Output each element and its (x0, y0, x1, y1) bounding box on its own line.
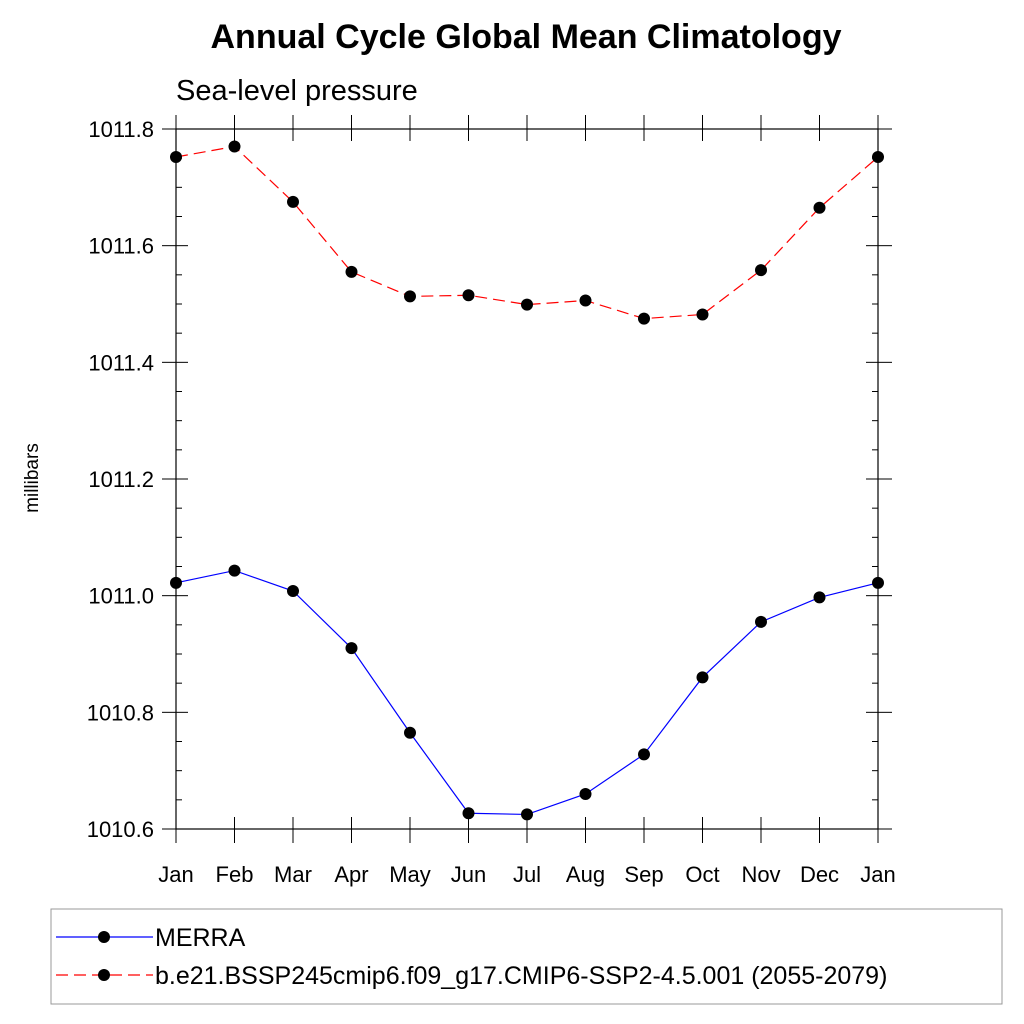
data-point (755, 264, 767, 277)
y-axis-label: millibars (22, 443, 43, 513)
data-point (813, 591, 826, 604)
chart-title: Annual Cycle Global Mean Climatology (211, 18, 842, 56)
series-cmip6-ssp245 (170, 140, 884, 325)
legend-items: MERRA b.e21.BSSP245cmip6.f09_g17.CMIP6-SS… (56, 924, 887, 990)
data-point (872, 576, 884, 589)
x-tick-label: Mar (274, 862, 312, 887)
series-layer (170, 140, 884, 821)
legend-label: MERRA (155, 924, 246, 952)
data-point (345, 265, 358, 278)
x-tick-label: Jan (158, 862, 193, 887)
data-point (228, 564, 241, 577)
x-tick-label: May (389, 862, 431, 887)
data-point (462, 807, 475, 820)
legend-marker (98, 931, 110, 943)
legend: MERRA b.e21.BSSP245cmip6.f09_g17.CMIP6-SS… (50, 908, 1003, 1005)
legend-marker (98, 969, 110, 981)
data-point (345, 642, 358, 655)
legend-label: b.e21.BSSP245cmip6.f09_g17.CMIP6-SSP2-4.… (155, 962, 887, 990)
data-point (228, 140, 241, 153)
data-point (813, 201, 826, 214)
x-tick-label: Sep (624, 862, 663, 887)
x-tick-labels: Jan Feb Mar Apr May Jun Jul Aug Sep Oct Nov Dec Jan (158, 862, 895, 887)
y-tick-label: 1010.6 (87, 817, 154, 842)
x-tick-label: Oct (685, 862, 719, 887)
x-tick-label: Feb (216, 862, 254, 887)
y-tick-label: 1011.6 (88, 234, 154, 259)
data-point (170, 576, 182, 589)
x-tick-label: Aug (566, 862, 605, 887)
x-tick-label: Dec (800, 862, 839, 887)
plot-frame (175, 128, 879, 830)
data-point (638, 748, 650, 761)
data-point (696, 671, 709, 684)
y-tick-label: 1010.8 (87, 700, 154, 725)
y-tick-label: 1011.8 (88, 117, 154, 142)
data-point (404, 290, 416, 303)
series-merra (170, 564, 884, 821)
data-point (287, 585, 299, 597)
data-point (579, 294, 592, 307)
data-point (696, 308, 709, 321)
data-point (638, 312, 650, 325)
data-point (755, 615, 767, 628)
y-tick-labels: 1010.6 1010.8 1011.0 1011.2 1011.4 1011.6 1011… (87, 117, 154, 842)
y-tick-label: 1011.0 (88, 584, 154, 609)
x-tick-label: Jun (451, 862, 486, 887)
series-line (175, 569, 879, 816)
y-tick-label: 1011.2 (88, 467, 154, 492)
data-point (287, 195, 299, 208)
data-point (462, 289, 475, 302)
data-point (872, 151, 884, 163)
data-point (404, 726, 416, 739)
chart-subtitle: Sea-level pressure (176, 75, 418, 107)
series-line (175, 145, 879, 320)
axis-ticks (162, 115, 892, 843)
legend-box (50, 908, 1003, 1005)
x-tick-label: Jan (860, 862, 895, 887)
x-tick-label: Apr (334, 862, 368, 887)
data-point (521, 808, 533, 821)
data-point (170, 151, 182, 163)
x-tick-label: Nov (741, 862, 780, 887)
y-tick-label: 1011.4 (88, 350, 154, 375)
x-tick-label: Jul (513, 862, 541, 887)
data-point (521, 298, 533, 311)
data-point (579, 788, 592, 800)
